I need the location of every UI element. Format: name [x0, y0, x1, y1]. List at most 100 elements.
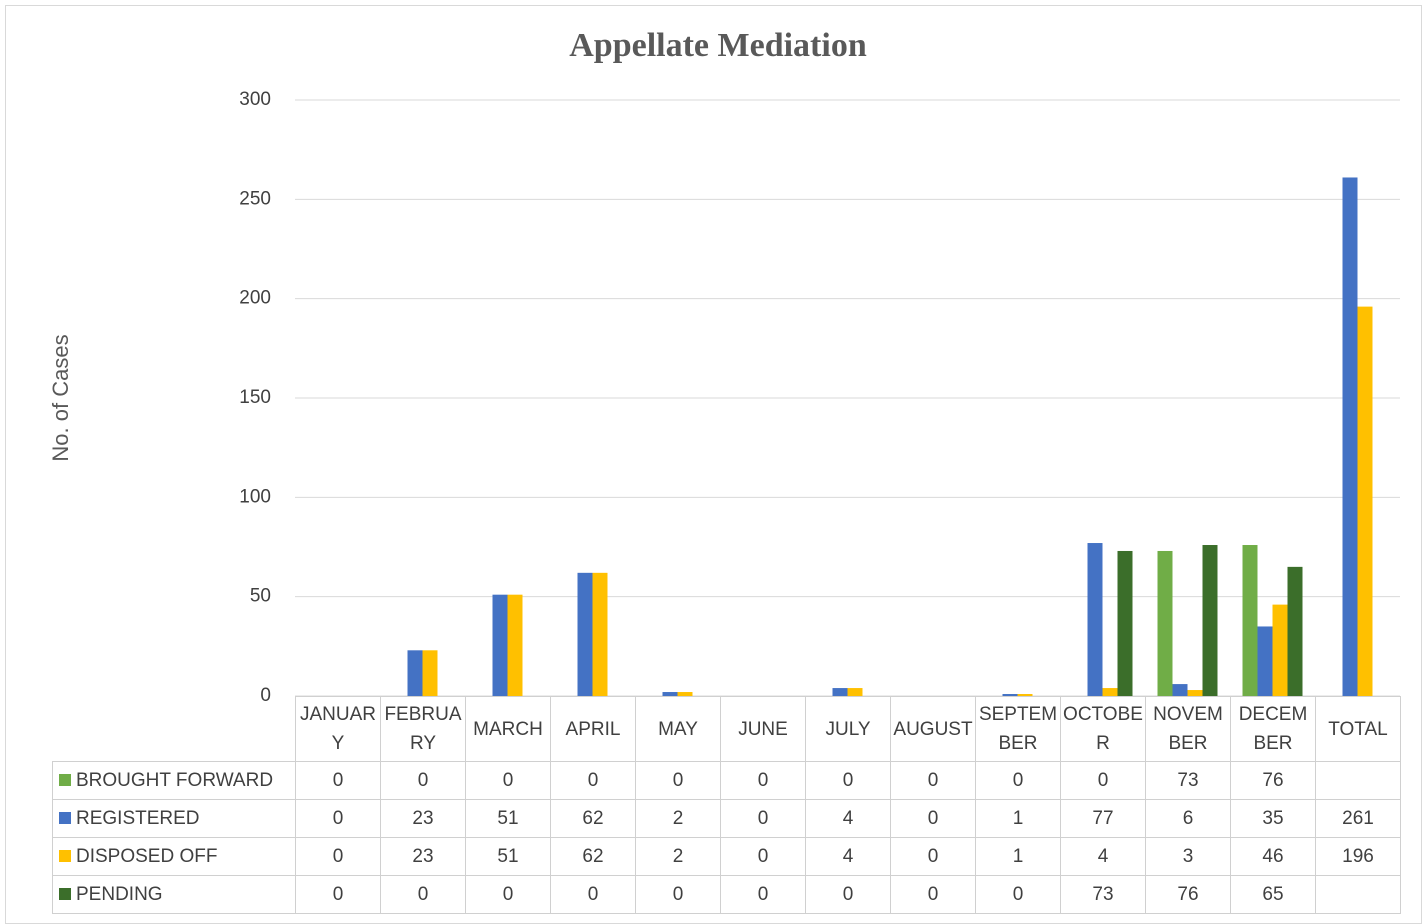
data-table: JANUARY FEBRUARY MARCH APRIL MAY JUNE JULY AUGU… [52, 696, 1401, 914]
table-value: 0 [550, 761, 636, 800]
table-value [1315, 761, 1401, 800]
table-value: 76 [1230, 761, 1316, 800]
bar [1242, 545, 1258, 696]
bar [422, 650, 438, 696]
x-tick-label: MAY [635, 696, 721, 762]
bar [677, 692, 693, 696]
table-value: 0 [805, 875, 891, 914]
x-tick-label: JANUARY [295, 696, 381, 762]
table-value: 0 [295, 837, 381, 876]
table-value: 46 [1230, 837, 1316, 876]
table-value: 62 [550, 837, 636, 876]
table-value: 0 [465, 761, 551, 800]
legend-cell: DISPOSED OFF [52, 837, 296, 876]
table-value: 51 [465, 799, 551, 838]
table-value: 196 [1315, 837, 1401, 876]
table-value: 73 [1060, 875, 1146, 914]
legend-cell: PENDING [52, 875, 296, 914]
bar [1087, 543, 1103, 696]
legend-cell: REGISTERED [52, 799, 296, 838]
table-value: 0 [465, 875, 551, 914]
bar [1342, 177, 1358, 697]
bar [1287, 566, 1303, 696]
bar [1157, 550, 1173, 696]
table-value: 4 [1060, 837, 1146, 876]
x-tick-label: APRIL [550, 696, 636, 762]
x-tick-label: AUGUST [890, 696, 976, 762]
table-value: 2 [635, 799, 721, 838]
x-tick-label: JUNE [720, 696, 806, 762]
legend-key [59, 849, 71, 862]
table-value: 0 [890, 837, 976, 876]
table-value: 62 [550, 799, 636, 838]
table-value: 0 [550, 875, 636, 914]
legend-label: PENDING [76, 883, 163, 905]
x-tick-label: JULY [805, 696, 891, 762]
bar [1102, 688, 1118, 696]
series-row: PENDING 0 0 0 0 0 0 0 0 0 73 76 65 [52, 875, 1401, 914]
table-value [1315, 875, 1401, 914]
table-value: 0 [1060, 761, 1146, 800]
table-value: 0 [295, 875, 381, 914]
bar [662, 692, 678, 696]
table-value: 0 [890, 761, 976, 800]
table-value: 4 [805, 799, 891, 838]
legend-key [59, 887, 71, 900]
x-tick-label: OCTOBER [1060, 696, 1146, 762]
x-tick-label: NOVEMBER [1145, 696, 1231, 762]
series-row: REGISTERED 0 23 51 62 2 0 4 0 1 77 6 35 261 [52, 799, 1401, 838]
bar [492, 594, 508, 696]
table-value: 0 [720, 837, 806, 876]
bar [1202, 545, 1218, 696]
table-value: 23 [380, 837, 466, 876]
table-value: 0 [635, 761, 721, 800]
bar [1117, 550, 1133, 696]
legend-cell: BROUGHT FORWARD [52, 761, 296, 800]
corner-cell [53, 697, 296, 762]
table-value: 0 [295, 799, 381, 838]
table-value: 1 [975, 837, 1061, 876]
table-value: 0 [635, 875, 721, 914]
table-value: 261 [1315, 799, 1401, 838]
table-value: 6 [1145, 799, 1231, 838]
table-value: 0 [720, 761, 806, 800]
table-value: 51 [465, 837, 551, 876]
legend-key [59, 773, 71, 786]
table-value: 77 [1060, 799, 1146, 838]
table-value: 1 [975, 799, 1061, 838]
bar [1357, 306, 1373, 696]
table-value: 4 [805, 837, 891, 876]
bar [1017, 694, 1033, 696]
x-tick-label: MARCH [465, 696, 551, 762]
table-value: 0 [890, 875, 976, 914]
y-tick-label: 100 [239, 486, 271, 507]
y-axis-title: No. of Cases [48, 334, 73, 461]
table-value: 0 [805, 761, 891, 800]
legend-label: DISPOSED OFF [76, 845, 218, 867]
y-tick-label: 50 [250, 586, 271, 607]
bar [832, 688, 848, 696]
table-value: 0 [890, 799, 976, 838]
table-value: 0 [720, 799, 806, 838]
table-value: 0 [975, 761, 1061, 800]
x-tick-label: FEBRUARY [380, 696, 466, 762]
y-tick-label: 300 [239, 89, 271, 110]
table-value: 0 [975, 875, 1061, 914]
y-tick-label: 150 [239, 387, 271, 408]
y-tick-label: 250 [239, 188, 271, 209]
table-value: 73 [1145, 761, 1231, 800]
series-row: DISPOSED OFF 0 23 51 62 2 0 4 0 1 4 3 46 196 [52, 837, 1401, 876]
legend-label: BROUGHT FORWARD [76, 769, 274, 791]
table-value: 0 [380, 875, 466, 914]
legend-label: REGISTERED [76, 807, 200, 829]
bar [592, 572, 608, 696]
y-tick-label: 0 [260, 685, 271, 706]
bar [1002, 694, 1018, 696]
bar [1172, 684, 1188, 696]
bar [847, 688, 863, 696]
series-row: BROUGHT FORWARD 0 0 0 0 0 0 0 0 0 0 73 76 [52, 761, 1401, 800]
legend-key [59, 811, 71, 824]
table-value: 2 [635, 837, 721, 876]
